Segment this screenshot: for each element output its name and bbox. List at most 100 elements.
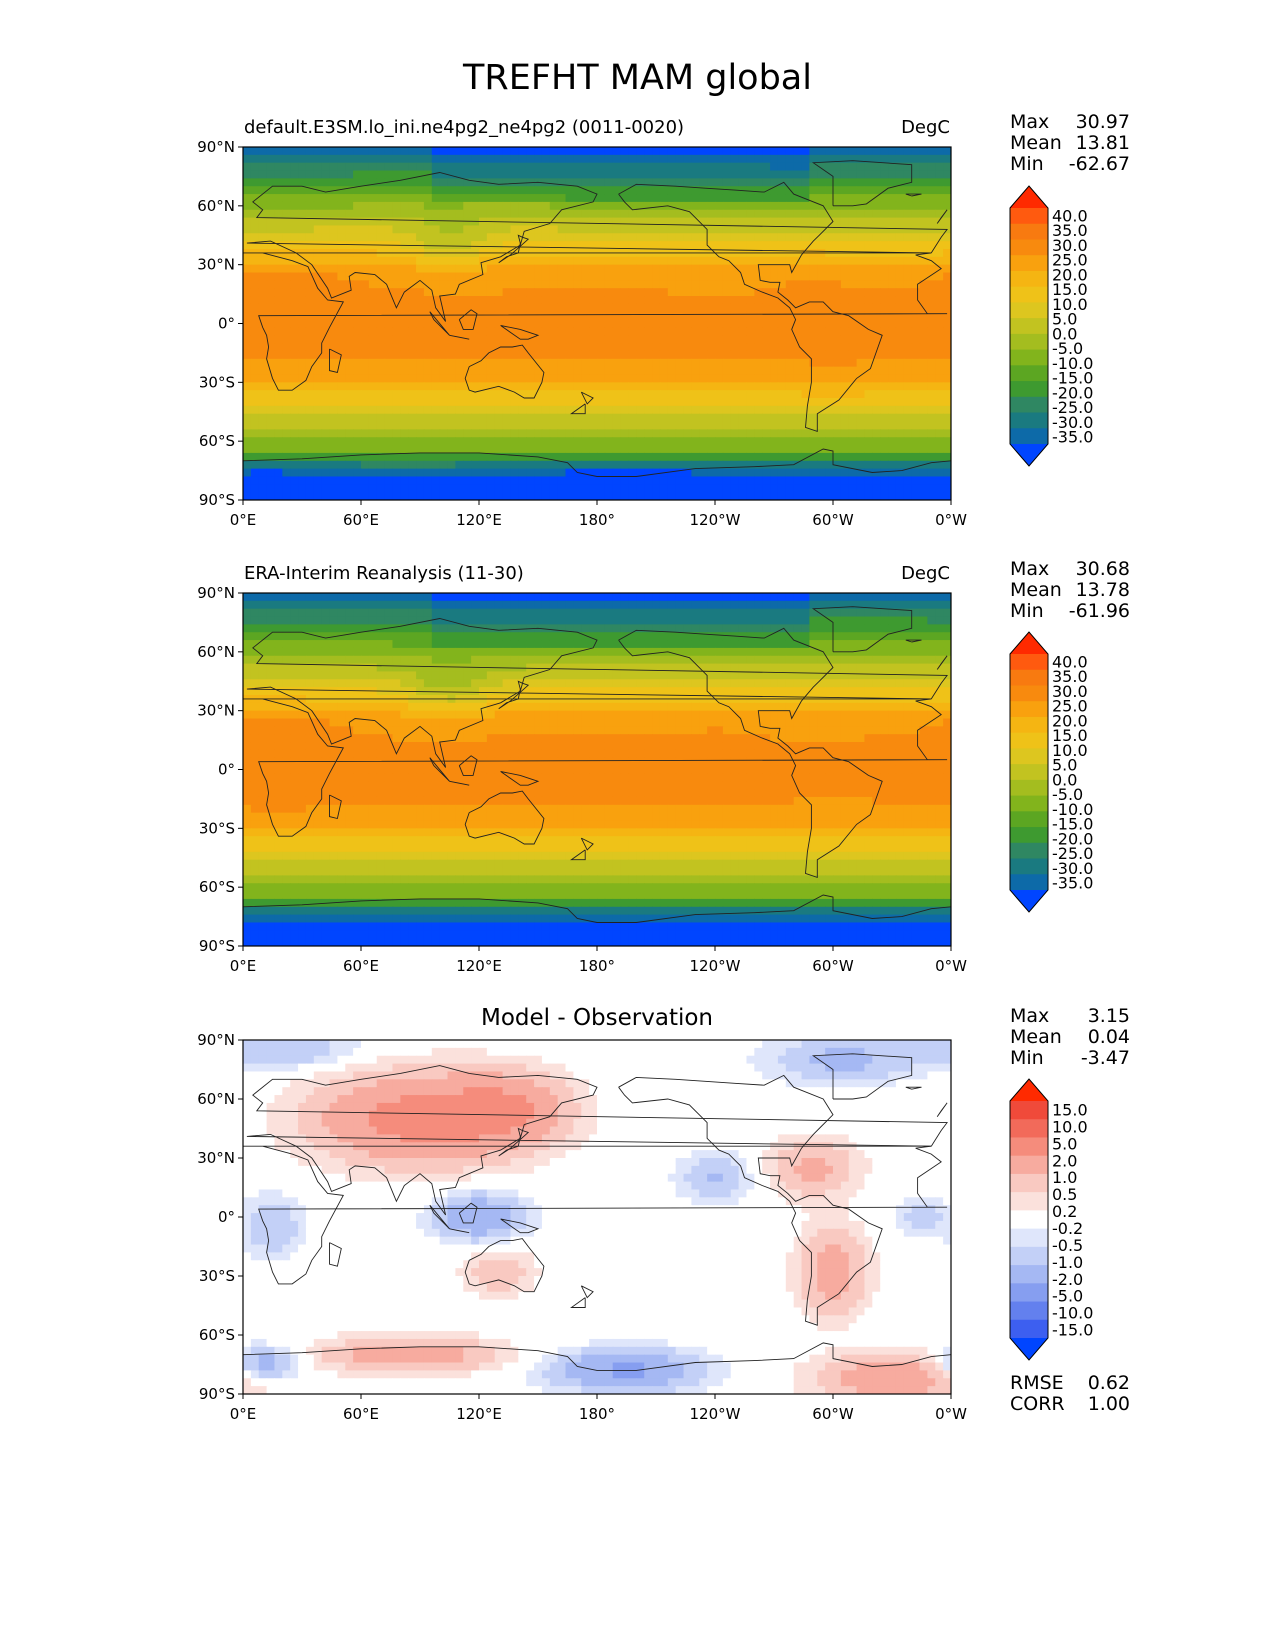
- field-cell: [541, 201, 551, 211]
- field-cell: [848, 374, 858, 383]
- field-cell: [353, 452, 362, 462]
- field-cell: [840, 335, 850, 344]
- field-cell: [384, 484, 394, 493]
- field-cell: [833, 154, 842, 164]
- field-cell: [911, 272, 921, 281]
- field-cell: [730, 319, 740, 329]
- field-cell: [864, 343, 873, 352]
- field-cell: [825, 608, 834, 618]
- field-cell: [565, 398, 574, 407]
- field-cell: [777, 358, 787, 368]
- field-cell: [833, 640, 842, 649]
- field-cell: [903, 437, 913, 446]
- field-cell: [471, 147, 480, 156]
- field-cell: [628, 288, 637, 297]
- field-cell: [502, 398, 512, 407]
- field-cell: [518, 476, 527, 485]
- field-cell: [683, 350, 692, 360]
- field-cell: [408, 194, 417, 203]
- field-cell: [455, 429, 464, 438]
- field-cell: [471, 374, 480, 383]
- field-cell: [793, 311, 803, 321]
- field-cell: [628, 162, 637, 172]
- field-cell: [675, 655, 685, 665]
- field-cell: [848, 280, 858, 289]
- field-cell: [290, 452, 299, 462]
- field-cell: [384, 178, 394, 187]
- field-cell: [376, 413, 386, 423]
- field-cell: [919, 327, 928, 336]
- field-cell: [754, 421, 763, 430]
- panel-1-mean-value: 13.81: [1075, 132, 1130, 154]
- field-cell: [581, 186, 590, 195]
- field-cell: [471, 421, 480, 430]
- field-cell: [549, 296, 559, 305]
- field-cell: [463, 413, 472, 423]
- field-cell: [793, 264, 803, 274]
- field-cell: [290, 484, 299, 493]
- field-cell: [691, 476, 700, 485]
- field-cell: [715, 225, 724, 234]
- field-cell: [927, 624, 936, 633]
- field-cell: [250, 194, 260, 203]
- panel-1-units: DegC: [901, 117, 950, 138]
- field-cell: [919, 264, 928, 274]
- field-cell: [305, 374, 315, 383]
- field-cell: [305, 476, 315, 485]
- field-cell: [762, 241, 771, 250]
- field-cell: [644, 154, 653, 164]
- field-cell: [652, 366, 661, 376]
- field-cell: [919, 640, 928, 649]
- field-cell: [911, 296, 921, 305]
- field-cell: [368, 256, 378, 266]
- field-cell: [730, 154, 740, 164]
- field-cell: [447, 241, 456, 250]
- field-cell: [872, 421, 881, 430]
- field-cell: [895, 468, 905, 478]
- field-cell: [801, 632, 810, 641]
- field-cell: [447, 264, 456, 274]
- field-cell: [943, 445, 951, 454]
- field-cell: [667, 170, 677, 179]
- field-cell: [612, 593, 622, 602]
- field-cell: [667, 445, 677, 454]
- field-cell: [911, 209, 921, 219]
- field-cell: [266, 405, 276, 415]
- field-cell: [895, 280, 905, 289]
- field-cell: [384, 366, 394, 376]
- field-cell: [431, 178, 441, 187]
- field-cell: [534, 460, 543, 470]
- field-cell: [659, 358, 669, 368]
- field-cell: [801, 382, 810, 391]
- field-cell: [809, 460, 818, 470]
- field-cell: [943, 655, 951, 665]
- field-cell: [833, 624, 842, 633]
- field-cell: [730, 350, 740, 360]
- field-cell: [243, 624, 252, 633]
- field-cell: [911, 593, 921, 602]
- field-cell: [345, 319, 354, 329]
- field-cell: [872, 468, 881, 478]
- field-cell: [353, 374, 362, 383]
- field-cell: [699, 476, 708, 485]
- field-cell: [793, 350, 803, 360]
- field-cell: [573, 593, 582, 602]
- field-cell: [368, 398, 378, 407]
- field-cell: [290, 374, 299, 383]
- field-cell: [785, 655, 795, 665]
- field-cell: [880, 413, 889, 423]
- field-cell: [675, 233, 685, 242]
- field-cell: [597, 162, 606, 172]
- field-cell: [683, 201, 692, 211]
- field-cell: [502, 225, 512, 234]
- field-cell: [895, 288, 905, 297]
- field-cell: [825, 225, 834, 234]
- field-cell: [620, 264, 630, 274]
- field-cell: [266, 366, 276, 376]
- field-cell: [439, 256, 449, 266]
- field-cell: [809, 398, 818, 407]
- field-cell: [644, 209, 653, 219]
- field-cell: [541, 280, 551, 289]
- field-cell: [715, 154, 724, 164]
- field-cell: [502, 593, 512, 602]
